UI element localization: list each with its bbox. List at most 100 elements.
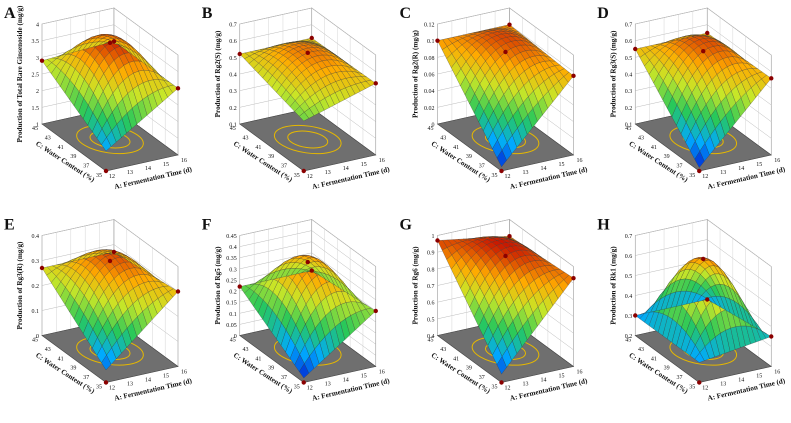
response-surface <box>437 24 574 168</box>
panel-c: C 0 0.02 0.04 0.06 0.08 0.1 0.12 Production of R… <box>400 5 589 191</box>
z-tick-label: 0.08 <box>424 56 435 62</box>
time-axis-title: A: Fermentation Time (d) <box>311 165 391 191</box>
time-tick-label: 12 <box>505 386 511 392</box>
z-tick-label: 3.5 <box>32 39 40 45</box>
z-gridline <box>41 219 179 267</box>
water-tick-label: 45 <box>428 126 434 132</box>
z-gridline <box>635 24 772 72</box>
z-axis-title: Production of Rg2(R) (mg/g) <box>412 29 420 118</box>
time-tick-label: 16 <box>774 158 780 164</box>
panel-b: B 0.1 0.2 0.3 0.4 0.5 0.6 0.7 Production of Rg2(… <box>202 5 391 191</box>
water-tick-label: 37 <box>479 164 485 170</box>
design-point <box>301 168 306 174</box>
z-tick-label: 0.3 <box>32 259 40 265</box>
water-tick-label: 39 <box>268 154 274 160</box>
design-point <box>175 289 181 294</box>
time-tick-label: 14 <box>541 378 547 384</box>
design-point <box>111 39 117 44</box>
design-point <box>103 168 109 174</box>
design-point <box>769 76 774 81</box>
time-tick-label: 15 <box>163 162 169 168</box>
panel-label: E <box>4 217 15 234</box>
z-gridline <box>41 24 179 72</box>
design-point <box>769 334 774 339</box>
water-tick-label: 39 <box>70 366 76 372</box>
design-point <box>705 30 710 36</box>
z-tick-label: 0.3 <box>625 314 633 320</box>
time-tick-label: 12 <box>109 386 115 392</box>
z-tick-label: 2.5 <box>32 73 40 79</box>
z-gridline <box>239 230 376 278</box>
z-tick-label: 0.35 <box>226 256 237 262</box>
design-point <box>237 284 242 289</box>
time-tick-label: 13 <box>325 382 331 388</box>
water-tick-label: 45 <box>230 126 236 132</box>
z-tick-label: 0.3 <box>625 89 633 95</box>
panel-label: F <box>202 217 212 234</box>
water-tick-label: 41 <box>651 356 657 362</box>
time-tick-label: 13 <box>127 382 133 388</box>
panel-label: D <box>597 5 609 22</box>
time-tick-label: 13 <box>720 382 726 388</box>
contour-line <box>287 130 329 149</box>
z-gridline <box>41 244 179 292</box>
z-tick-label: 0 <box>36 334 39 340</box>
time-tick-label: 14 <box>145 166 151 172</box>
z-tick-label: 0.1 <box>625 123 633 129</box>
z-tick-label: 0.2 <box>32 284 40 290</box>
water-tick-label: 41 <box>255 145 261 151</box>
panel-label: A <box>4 5 16 22</box>
time-tick-label: 12 <box>109 174 115 180</box>
z-tick-label: 0.7 <box>229 23 237 29</box>
time-tick-label: 13 <box>523 170 529 176</box>
design-point <box>507 233 512 239</box>
z-tick-label: 1 <box>36 123 39 129</box>
water-tick-label: 45 <box>230 338 236 344</box>
design-point <box>435 238 440 243</box>
water-tick-label: 43 <box>440 135 446 141</box>
time-tick-label: 12 <box>307 174 313 180</box>
design-point <box>111 249 117 255</box>
time-tick-label: 16 <box>379 370 385 376</box>
z-gridline <box>239 219 376 267</box>
z-axis: 0.2 0.3 0.4 0.5 0.6 0.7 Production of Rk1 (mg/… <box>609 234 632 340</box>
water-tick-label: 37 <box>479 375 485 381</box>
time-tick-label: 15 <box>559 162 565 168</box>
time-tick-label: 14 <box>343 378 349 384</box>
time-tick-label: 15 <box>361 162 367 168</box>
z-tick-label: 0.9 <box>427 251 435 257</box>
time-tick-label: 13 <box>720 170 726 176</box>
z-axis-title: Production of Rk1 (mg/g) <box>609 246 617 325</box>
design-point <box>103 380 109 385</box>
z-tick-label: 0.4 <box>229 73 237 79</box>
z-tick-label: 0.4 <box>32 234 40 240</box>
time-tick-label: 14 <box>343 166 349 172</box>
z-tick-label: 0.7 <box>625 234 633 240</box>
z-tick-label: 0 <box>234 334 237 340</box>
floor-plane <box>239 107 377 172</box>
water-tick-label: 35 <box>689 385 695 391</box>
water-tick-label: 43 <box>638 135 644 141</box>
z-tick-label: 0.3 <box>229 267 237 273</box>
z-axis-title: Production of Rg6 (mg/g) <box>412 246 420 325</box>
design-point <box>507 22 512 27</box>
z-axis-title: Production of Total Rare Ginsenoside (mg… <box>16 5 24 143</box>
water-tick-label: 39 <box>664 366 670 372</box>
z-tick-label: 0.1 <box>229 312 237 318</box>
water-tick-label: 35 <box>96 385 102 391</box>
water-tick-label: 37 <box>676 375 682 381</box>
design-point <box>633 313 638 318</box>
design-point <box>503 49 508 55</box>
z-gridline <box>239 241 376 289</box>
z-gridline <box>239 252 376 301</box>
z-tick-label: 0.4 <box>229 245 237 251</box>
z-tick-label: 0.7 <box>625 23 633 29</box>
time-tick-label: 13 <box>325 170 331 176</box>
z-axis: 1 1.5 2 2.5 3 3.5 4 Production of Total Rare Gi… <box>16 5 39 143</box>
z-tick-label: 3 <box>36 56 39 62</box>
time-tick-label: 14 <box>541 166 547 172</box>
water-tick-label: 41 <box>255 356 261 362</box>
water-tick-label: 41 <box>453 145 459 151</box>
response-surface <box>239 255 376 379</box>
design-point <box>107 258 113 264</box>
